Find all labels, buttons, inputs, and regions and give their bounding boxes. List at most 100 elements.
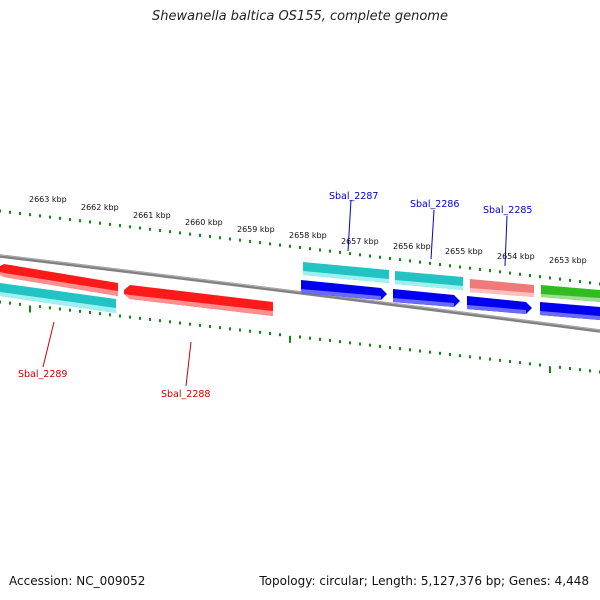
minor-tick: [219, 326, 221, 330]
gene-label-sbal-2288[interactable]: Sbal_2288: [161, 389, 210, 400]
minor-tick: [259, 241, 261, 245]
gene-label-sbal-2285[interactable]: Sbal_2285: [483, 205, 532, 216]
minor-tick: [0, 209, 1, 213]
minor-tick: [169, 320, 171, 324]
gene-sbal-2288[interactable]: [124, 285, 273, 316]
minor-tick: [319, 248, 321, 252]
minor-tick: [489, 269, 491, 273]
minor-tick: [399, 258, 401, 262]
minor-tick: [79, 219, 81, 223]
gene-blue-3[interactable]: [467, 296, 532, 314]
minor-tick: [209, 325, 211, 328]
minor-tick: [69, 218, 71, 222]
minor-tick: [539, 275, 541, 279]
gene-label-sbal-2287[interactable]: Sbal_2287: [329, 191, 378, 202]
minor-tick: [399, 347, 401, 351]
minor-tick: [419, 260, 421, 264]
tick-label: 2653 kbp: [549, 256, 587, 265]
minor-tick: [569, 367, 571, 370]
gene-blue-2[interactable]: [393, 289, 460, 307]
minor-tick: [169, 230, 171, 234]
minor-tick: [109, 313, 111, 317]
minor-tick: [209, 235, 211, 239]
tick-label: 2661 kbp: [133, 211, 171, 220]
minor-tick: [179, 321, 181, 325]
minor-tick: [479, 356, 481, 360]
minor-tick: [119, 314, 121, 318]
minor-tick: [9, 301, 11, 305]
minor-tick: [509, 360, 511, 363]
minor-tick: [89, 220, 91, 224]
tick-label: 2655 kbp: [445, 247, 483, 256]
minor-tick: [419, 349, 421, 353]
outer-tick-ruler: [0, 209, 600, 286]
minor-tick: [449, 353, 451, 356]
minor-tick: [579, 368, 581, 372]
minor-tick: [349, 341, 351, 345]
minor-tick: [99, 312, 101, 316]
minor-tick: [579, 280, 581, 284]
accession-text: Accession: NC_009052: [9, 574, 146, 588]
minor-tick: [389, 256, 391, 260]
minor-tick: [429, 350, 431, 354]
minor-tick: [229, 237, 231, 241]
minor-tick: [219, 236, 221, 240]
minor-tick: [299, 335, 301, 339]
inner-tick-ruler: [0, 300, 600, 374]
minor-tick: [239, 328, 241, 332]
gene-sbal-2289[interactable]: [0, 264, 118, 296]
tick-label: 2654 kbp: [497, 252, 535, 261]
gene-blue-4[interactable]: [540, 302, 600, 320]
gene-green[interactable]: [541, 285, 600, 302]
minor-tick: [119, 224, 121, 228]
minor-tick: [509, 271, 511, 275]
minor-tick: [329, 249, 331, 253]
minor-tick: [459, 265, 461, 269]
major-tick: [549, 366, 551, 374]
minor-tick: [559, 277, 561, 281]
gene-sbal-2286[interactable]: [395, 271, 463, 290]
minor-tick: [529, 362, 531, 366]
gene-sbal-2285[interactable]: [470, 279, 534, 297]
minor-tick: [309, 336, 311, 340]
minor-tick: [329, 339, 331, 342]
minor-tick: [299, 246, 301, 249]
gene-sbal-2287[interactable]: [303, 262, 389, 283]
minor-tick: [59, 216, 61, 220]
minor-tick: [469, 355, 471, 359]
tick-label: 2663 kbp: [29, 195, 67, 204]
minor-tick: [279, 243, 281, 247]
minor-tick: [39, 214, 41, 218]
minor-tick: [269, 242, 271, 246]
minor-tick: [339, 250, 341, 254]
minor-tick: [429, 261, 431, 265]
minor-tick: [129, 315, 131, 319]
minor-tick: [109, 222, 111, 226]
minor-tick: [359, 342, 361, 346]
minor-tick: [89, 311, 91, 314]
gene-blue-1[interactable]: [301, 280, 387, 300]
tick-label: 2657 kbp: [341, 237, 379, 246]
gene-label-sbal-2286[interactable]: Sbal_2286: [410, 199, 459, 210]
minor-tick: [269, 332, 271, 335]
minor-tick: [0, 300, 1, 304]
minor-tick: [379, 344, 381, 348]
minor-tick: [389, 346, 391, 349]
minor-tick: [249, 329, 251, 333]
minor-tick: [589, 281, 591, 285]
minor-tick: [439, 263, 441, 267]
genome-summary-text: Topology: circular; Length: 5,127,376 bp…: [259, 574, 589, 588]
minor-tick: [499, 270, 501, 274]
minor-tick: [519, 272, 521, 276]
minor-tick: [49, 215, 51, 219]
minor-tick: [409, 259, 411, 263]
minor-tick: [19, 211, 21, 215]
gene-label-sbal-2289[interactable]: Sbal_2289: [18, 369, 67, 380]
minor-tick: [309, 247, 311, 251]
minor-tick: [139, 316, 141, 320]
minor-tick: [149, 318, 151, 321]
gene-sbal-2289-cyan[interactable]: [0, 283, 116, 313]
minor-tick: [259, 330, 261, 334]
minor-tick: [49, 306, 51, 310]
